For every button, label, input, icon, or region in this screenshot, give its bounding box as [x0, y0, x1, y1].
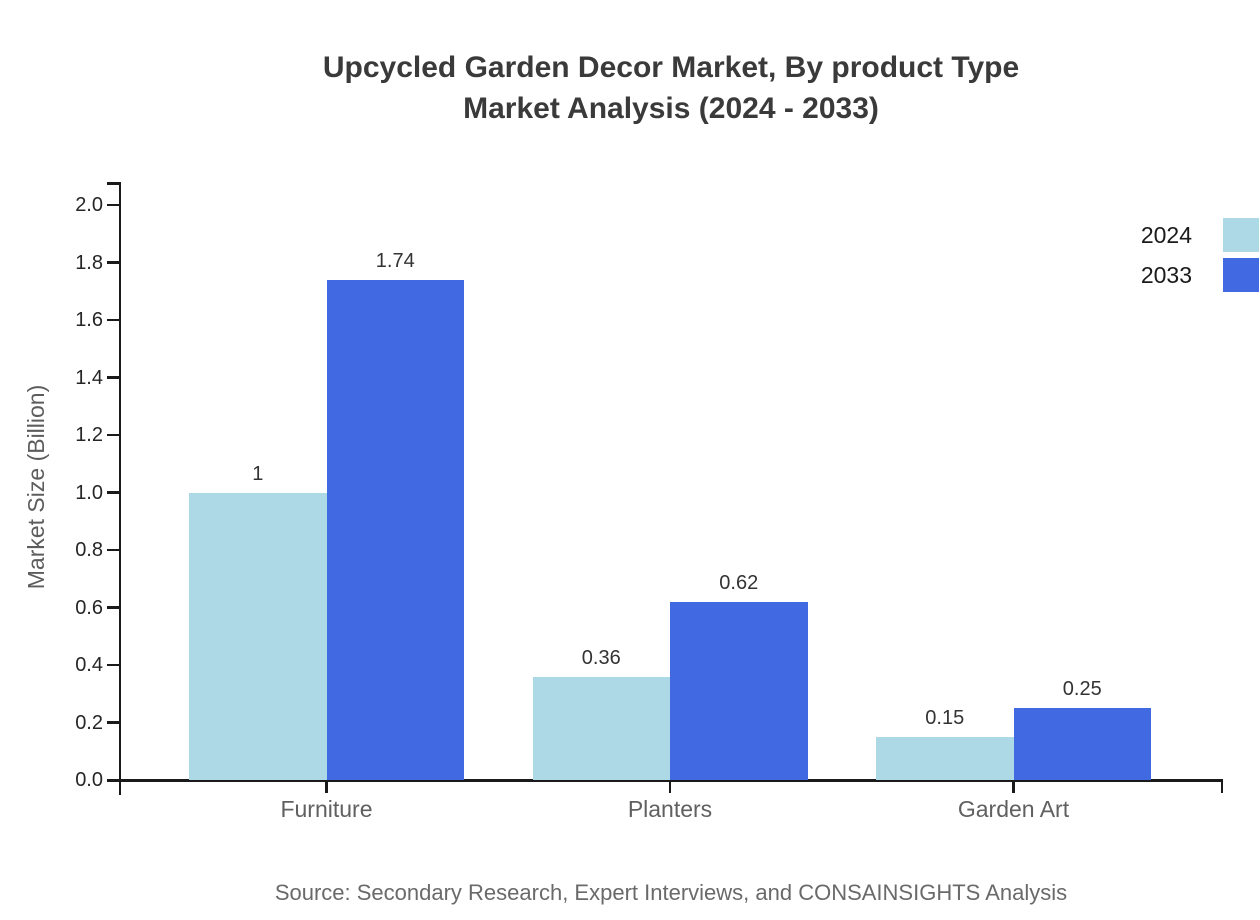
y-tick-label: 0.4	[75, 654, 103, 676]
y-tick-label: 0.8	[75, 539, 103, 561]
bar-2024-furniture	[189, 492, 327, 780]
legend-swatch-2033	[1223, 258, 1259, 292]
y-tick-mark	[107, 721, 120, 724]
x-axis-line	[107, 779, 1223, 782]
y-axis-line	[118, 182, 122, 795]
legend-swatch-2024	[1223, 218, 1259, 252]
value-label: 0.25	[1062, 678, 1102, 701]
chart-title-line2: Market Analysis (2024 - 2033)	[463, 92, 879, 125]
y-tick-label: 2.0	[75, 194, 103, 216]
y-tick-mark	[107, 663, 120, 667]
bar-2033-garden-art	[1013, 708, 1151, 780]
y-tick-mark	[107, 548, 120, 552]
y-tick-label: 1.8	[75, 251, 103, 274]
y-tick-label: 0.6	[75, 596, 103, 619]
y-tick-mark	[107, 318, 120, 322]
bar-2033-furniture	[326, 279, 464, 780]
y-tick-mark	[107, 491, 120, 494]
bar-2033-planters	[670, 601, 808, 780]
value-label: 0.36	[581, 646, 621, 669]
chart-title: Upcycled Garden Decor Market, By product…	[120, 47, 1222, 129]
y-tick-label: 0.2	[75, 711, 103, 734]
value-label: 1	[252, 462, 264, 485]
category-label-garden-art: Garden Art	[957, 796, 1070, 822]
y-tick-label: 1.4	[75, 366, 103, 389]
bar-2024-planters	[532, 676, 670, 780]
y-tick-mark	[107, 778, 120, 782]
value-label: 0.62	[719, 571, 759, 594]
y-tick-label: 1.6	[75, 309, 103, 331]
bar-2024-garden-art	[876, 736, 1014, 780]
x-tick-mark	[1012, 780, 1015, 793]
y-tick-mark	[107, 261, 120, 264]
y-tick-mark	[107, 203, 120, 207]
legend-label-2024: 2024	[1140, 222, 1192, 248]
category-label-planters: Planters	[627, 796, 713, 822]
legend-label-2033: 2033	[1140, 262, 1192, 288]
y-tick-label: 1.2	[75, 424, 103, 446]
y-tick-label: 1.0	[75, 481, 103, 504]
y-tick-mark	[107, 433, 120, 437]
y-tick-label: 0.0	[75, 769, 103, 791]
y-axis-end-cap	[107, 182, 121, 185]
x-axis-end-cap	[1220, 779, 1223, 793]
value-label: 0.15	[925, 706, 965, 729]
chart-title-line1: Upcycled Garden Decor Market, By product…	[322, 51, 1020, 84]
source-note: Source: Secondary Research, Expert Inter…	[274, 880, 1068, 905]
x-tick-mark	[668, 780, 672, 793]
x-tick-mark	[325, 780, 328, 793]
category-label-furniture: Furniture	[280, 796, 373, 822]
value-label: 1.74	[375, 249, 415, 272]
y-tick-mark	[107, 606, 120, 609]
y-tick-mark	[107, 376, 120, 379]
